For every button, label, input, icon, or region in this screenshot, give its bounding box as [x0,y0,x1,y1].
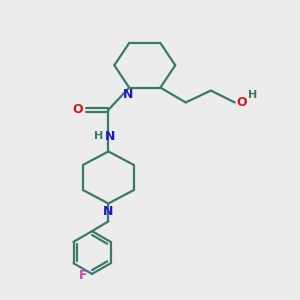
Text: N: N [105,130,115,143]
Text: H: H [94,131,104,141]
Text: N: N [122,88,133,101]
Text: O: O [236,96,247,109]
Text: H: H [248,90,257,100]
Text: F: F [79,269,88,282]
Text: N: N [103,205,114,218]
Text: O: O [72,103,83,116]
